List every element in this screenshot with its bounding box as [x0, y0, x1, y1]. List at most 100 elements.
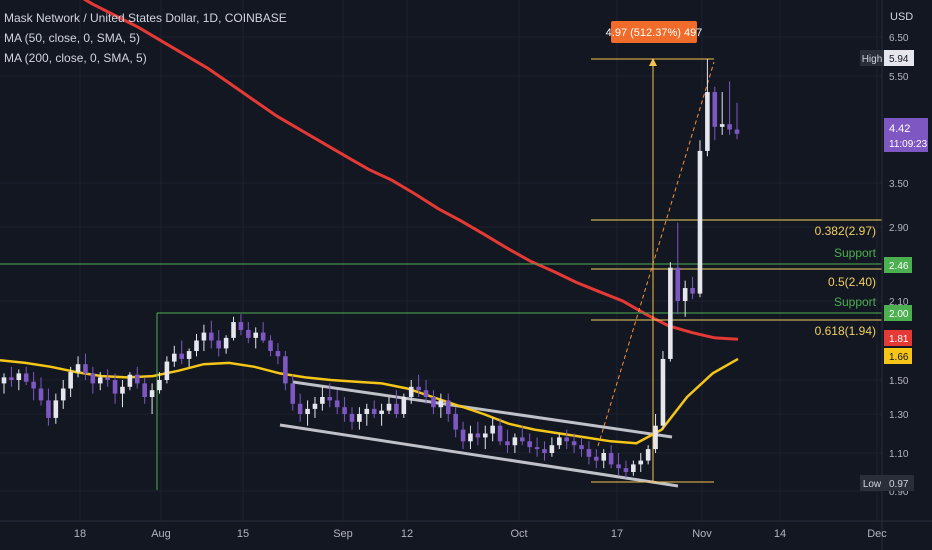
candle[interactable]: [46, 388, 51, 426]
candle[interactable]: [357, 407, 362, 430]
candle[interactable]: [253, 327, 259, 349]
candle[interactable]: [549, 437, 555, 457]
candle[interactable]: [53, 393, 59, 424]
candle[interactable]: [142, 377, 147, 404]
candle[interactable]: [179, 340, 184, 365]
candle[interactable]: [408, 380, 414, 404]
candle[interactable]: [23, 366, 29, 386]
candle[interactable]: [134, 366, 140, 389]
candle[interactable]: [697, 140, 703, 298]
candle[interactable]: [9, 366, 14, 387]
candle[interactable]: [401, 393, 407, 418]
candle[interactable]: [246, 322, 251, 344]
candle[interactable]: [579, 437, 584, 457]
candle[interactable]: [283, 351, 288, 391]
channel-lower-line[interactable]: [279, 423, 679, 488]
candle[interactable]: [490, 417, 495, 442]
candle[interactable]: [231, 316, 236, 341]
candle[interactable]: [149, 383, 155, 414]
candle[interactable]: [342, 397, 347, 422]
candle[interactable]: [416, 374, 421, 397]
candle[interactable]: [653, 414, 658, 453]
ma50-line[interactable]: [0, 357, 739, 445]
symbol-title[interactable]: Mask Network / United States Dollar, 1D,…: [4, 11, 287, 25]
candle[interactable]: [38, 377, 44, 406]
candle[interactable]: [186, 348, 192, 367]
candle[interactable]: [334, 390, 340, 414]
candle[interactable]: [601, 449, 607, 469]
candle[interactable]: [112, 373, 118, 404]
ma200-line[interactable]: [0, 0, 739, 341]
candle[interactable]: [690, 276, 695, 300]
candle[interactable]: [534, 437, 540, 457]
candle[interactable]: [127, 372, 133, 391]
candle[interactable]: [297, 393, 303, 422]
candle[interactable]: [68, 366, 73, 397]
candle[interactable]: [223, 335, 229, 354]
candle[interactable]: [83, 353, 88, 380]
candle[interactable]: [171, 345, 177, 367]
candle[interactable]: [668, 262, 673, 362]
candle[interactable]: [542, 441, 547, 461]
candle[interactable]: [475, 421, 481, 446]
indicator-ma200[interactable]: MA (200, close, 0, SMA, 5): [4, 51, 147, 65]
candle[interactable]: [164, 356, 170, 384]
candle[interactable]: [379, 403, 384, 426]
candle[interactable]: [638, 453, 644, 472]
candle[interactable]: [660, 351, 666, 430]
candle[interactable]: [571, 433, 577, 454]
candle[interactable]: [468, 425, 473, 450]
candle[interactable]: [75, 356, 81, 378]
candle[interactable]: [238, 314, 244, 336]
candle[interactable]: [201, 324, 207, 352]
candle[interactable]: [623, 460, 629, 478]
candle[interactable]: [675, 222, 681, 315]
candle[interactable]: [290, 374, 296, 411]
candle[interactable]: [557, 433, 562, 450]
candle[interactable]: [445, 393, 451, 422]
candle[interactable]: [453, 407, 458, 438]
candle[interactable]: [682, 280, 688, 317]
candle[interactable]: [482, 425, 488, 450]
candle[interactable]: [31, 372, 36, 401]
candle[interactable]: [394, 390, 399, 418]
candle[interactable]: [1, 373, 7, 394]
candle[interactable]: [120, 380, 125, 408]
candle[interactable]: [90, 366, 96, 394]
candle[interactable]: [616, 453, 621, 476]
candle[interactable]: [586, 441, 592, 465]
channel-upper-line[interactable]: [292, 380, 673, 439]
candle[interactable]: [527, 433, 532, 454]
candle[interactable]: [216, 329, 222, 357]
candle[interactable]: [497, 417, 503, 446]
candle[interactable]: [194, 333, 199, 357]
candle[interactable]: [460, 421, 466, 450]
candle[interactable]: [371, 400, 377, 418]
candle[interactable]: [305, 400, 310, 426]
candle[interactable]: [386, 397, 392, 414]
candle[interactable]: [60, 380, 66, 409]
candle[interactable]: [608, 445, 614, 469]
candle[interactable]: [727, 81, 732, 135]
candle[interactable]: [260, 322, 266, 344]
candle[interactable]: [519, 425, 525, 446]
candle[interactable]: [431, 390, 436, 414]
candle[interactable]: [645, 445, 651, 465]
candle[interactable]: [705, 58, 710, 157]
candle[interactable]: [349, 407, 355, 430]
candle[interactable]: [631, 460, 636, 476]
candle[interactable]: [320, 386, 325, 411]
candle[interactable]: [327, 383, 333, 408]
candle[interactable]: [734, 102, 740, 140]
candle[interactable]: [423, 380, 429, 404]
candle[interactable]: [275, 343, 281, 365]
candle[interactable]: [712, 86, 718, 141]
candle[interactable]: [157, 372, 162, 394]
candle[interactable]: [505, 429, 510, 453]
candle[interactable]: [97, 372, 103, 391]
candle[interactable]: [594, 449, 599, 469]
candle[interactable]: [438, 393, 444, 418]
candle[interactable]: [312, 397, 318, 418]
candle[interactable]: [564, 429, 570, 450]
